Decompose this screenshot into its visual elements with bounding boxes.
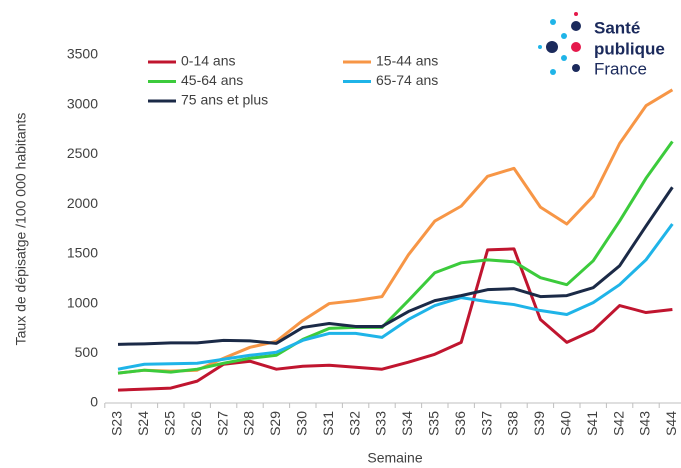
legend-label: 65-74 ans [376,72,438,88]
x-tick-label: S37 [478,411,494,436]
x-tick-label: S29 [267,411,283,436]
line-series [117,186,674,346]
x-tick-label: S32 [346,411,362,436]
logo-text: Santé [594,18,640,37]
legend-label: 75 ans et plus [181,92,268,108]
y-tick-label: 1500 [67,245,98,261]
x-axis-label: Semaine [367,450,422,466]
x-tick-label: S40 [558,411,574,436]
x-tick-label: S39 [531,411,547,436]
y-tick-label: 3500 [67,46,98,62]
x-tick-label: S31 [320,411,336,436]
logo-text: publique [594,39,665,58]
legend-label: 0-14 ans [181,53,235,69]
y-tick-label: 3000 [67,95,98,111]
line-series [117,247,673,392]
y-tick-label: 0 [90,394,98,410]
legend-label: 15-44 ans [376,53,438,69]
y-tick-label: 2000 [67,195,98,211]
y-tick-label: 2500 [67,145,98,161]
x-tick-label: S41 [584,411,600,436]
x-tick-label: S25 [162,411,178,436]
x-tick-label: S28 [241,411,257,436]
x-tick-label: S34 [399,411,415,436]
x-tick-label: S42 [610,411,626,436]
logo-text: France [594,59,647,78]
line-series [117,223,674,371]
y-tick-label: 500 [75,344,99,360]
line-series [117,88,674,375]
x-tick-label: S30 [294,411,310,436]
x-tick-label: S23 [109,411,125,436]
x-tick-label: S24 [135,411,151,436]
x-tick-label: S36 [452,411,468,436]
x-tick-label: S33 [373,411,389,436]
x-tick-label: S35 [426,411,442,436]
legend-label: 45-64 ans [181,72,243,88]
x-tick-label: S38 [505,411,521,436]
line-series [117,140,674,375]
x-tick-label: S44 [663,411,679,436]
y-tick-label: 1000 [67,294,98,310]
x-tick-label: S43 [637,411,653,436]
x-tick-label: S27 [214,411,230,436]
x-tick-label: S26 [188,411,204,436]
y-axis-label: Taux de dépisatge /100 000 habitants [13,113,29,346]
logo-dots [538,12,581,75]
